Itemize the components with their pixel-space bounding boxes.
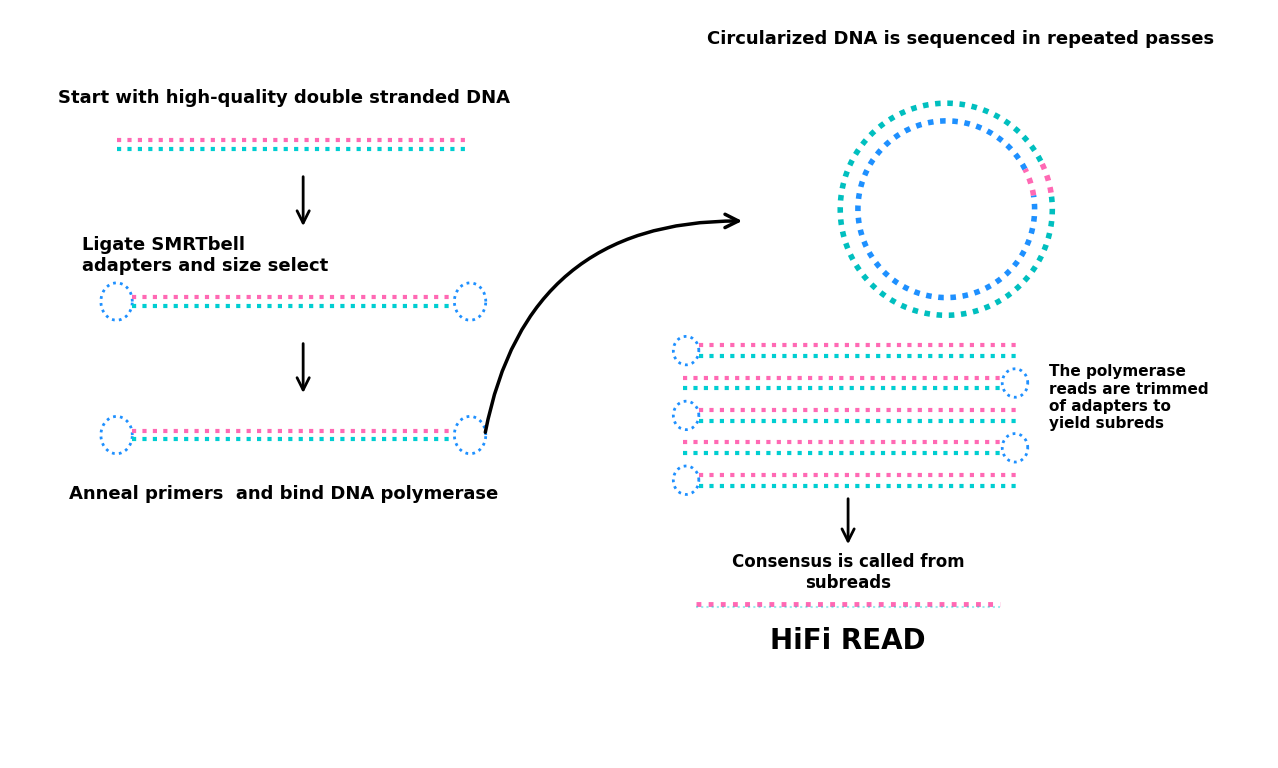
Text: Start with high-quality double stranded DNA: Start with high-quality double stranded … — [58, 89, 510, 108]
Text: The polymerase
reads are trimmed
of adapters to
yield subreds: The polymerase reads are trimmed of adap… — [1049, 364, 1209, 432]
Text: HiFi READ: HiFi READ — [771, 627, 925, 655]
Text: Ligate SMRTbell
adapters and size select: Ligate SMRTbell adapters and size select — [82, 236, 328, 275]
Text: Consensus is called from
subreads: Consensus is called from subreads — [732, 553, 965, 592]
Text: Circularized DNA is sequenced in repeated passes: Circularized DNA is sequenced in repeate… — [708, 31, 1214, 48]
Text: Anneal primers  and bind DNA polymerase: Anneal primers and bind DNA polymerase — [69, 485, 498, 503]
